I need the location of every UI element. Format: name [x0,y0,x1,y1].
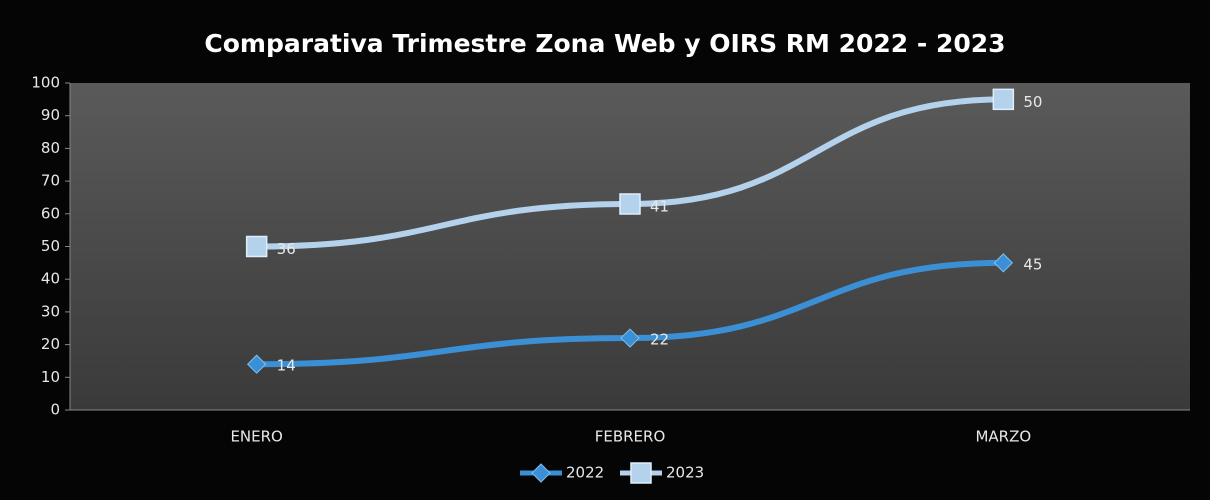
data-label: 36 [277,240,296,258]
y-tick-label: 60 [41,204,60,222]
y-tick-label: 30 [41,302,60,320]
legend-label: 2023 [666,464,704,482]
legend-label: 2022 [566,464,604,482]
marker [993,253,1014,273]
y-tick-label: 10 [41,368,60,386]
y-tick-label: 40 [41,270,60,288]
data-label: 41 [650,197,669,215]
data-label: 22 [650,331,669,349]
y-tick-label: 90 [41,106,60,124]
marker [992,88,1015,111]
marker [630,462,652,484]
data-label: 50 [1023,93,1042,111]
chart-title: Comparativa Trimestre Zona Web y OIRS RM… [204,29,1005,58]
marker [531,463,551,483]
y-tick-label: 100 [31,74,60,92]
marker [620,328,640,348]
y-tick-label: 50 [41,237,60,255]
marker [619,193,641,215]
x-tick-label: ENERO [230,428,282,446]
data-label: 14 [277,357,296,375]
marker [245,235,268,258]
y-tick-label: 70 [41,172,60,190]
plot-area [70,83,1190,410]
marker [246,354,267,374]
data-label: 45 [1023,255,1042,273]
y-tick-label: 0 [50,401,60,419]
x-tick-label: FEBRERO [595,428,666,446]
y-tick-label: 80 [41,139,60,157]
x-tick-label: MARZO [975,428,1031,446]
y-tick-label: 20 [41,335,60,353]
